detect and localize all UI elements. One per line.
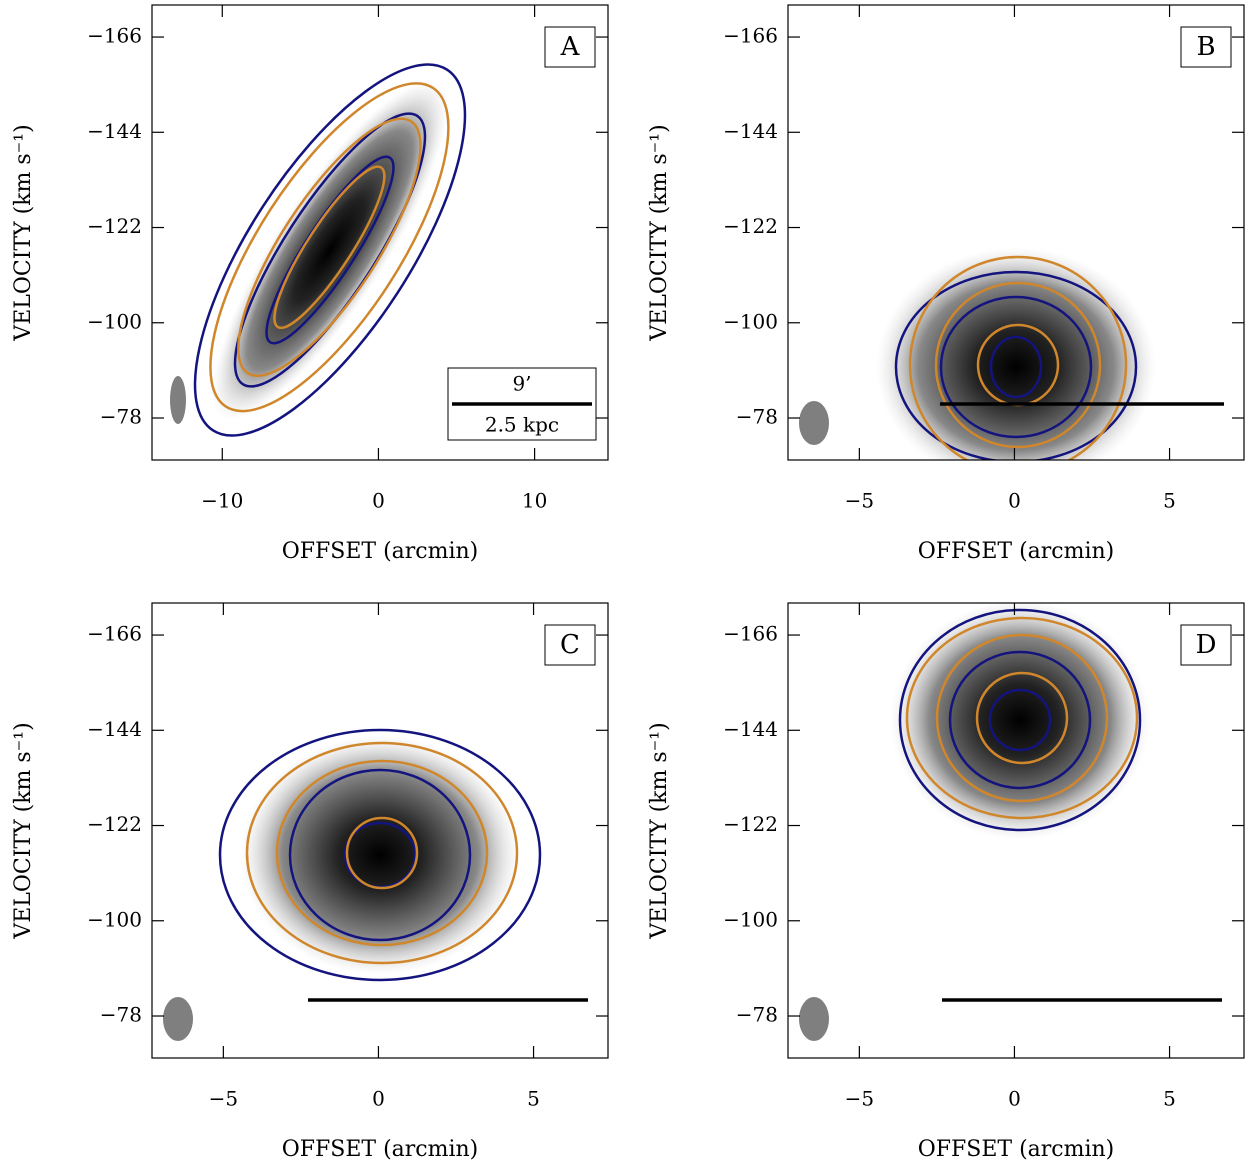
y-tick-label: −78 — [100, 405, 142, 429]
x-axis-label: OFFSET (arcmin) — [282, 539, 479, 564]
x-tick-label: −5 — [845, 489, 874, 513]
panel: A9’2.5 kpc−10 0 10−166−144−122−100−78OFFSE… — [11, 4, 609, 564]
y-axis-label: VELOCITY (km s⁻¹) — [11, 722, 36, 939]
contour-orange — [908, 255, 1128, 460]
y-tick-label: −122 — [723, 214, 778, 238]
y-tick-label: −122 — [87, 214, 142, 238]
y-tick-label: −78 — [100, 1003, 142, 1027]
y-tick-label: −78 — [736, 1003, 778, 1027]
y-axis-label: VELOCITY (km s⁻¹) — [647, 124, 672, 341]
panel-label-box — [544, 624, 596, 666]
beam — [799, 997, 829, 1041]
y-tick-label: −144 — [87, 119, 142, 143]
image-area — [163, 728, 588, 1041]
panel-label-box — [1180, 624, 1232, 666]
contour-orange — [237, 117, 422, 377]
contour-orange — [935, 633, 1109, 803]
y-axis-label: VELOCITY (km s⁻¹) — [11, 124, 36, 341]
panel-label-box — [1180, 26, 1232, 68]
x-tick-label: −10 — [201, 489, 243, 513]
contour-navy — [939, 295, 1093, 439]
image-area — [799, 247, 1224, 460]
beam — [170, 376, 186, 424]
contour-navy — [288, 768, 472, 942]
x-tick-label: −5 — [845, 1087, 874, 1111]
panel-label: C — [560, 630, 580, 660]
frame — [151, 4, 609, 461]
contour-orange — [209, 82, 450, 413]
frame — [787, 602, 1245, 1059]
y-tick-label: −144 — [87, 717, 142, 741]
y-tick-label: −78 — [736, 405, 778, 429]
contour-orange — [934, 281, 1102, 449]
x-axis-label: OFFSET (arcmin) — [918, 1137, 1115, 1162]
contour-navy — [218, 728, 542, 982]
contour-navy — [948, 650, 1092, 790]
contour-navy — [898, 608, 1142, 832]
x-tick-label: 0 — [1008, 489, 1021, 513]
image-area — [170, 63, 467, 437]
contour-orange — [275, 759, 489, 947]
emission — [240, 735, 520, 975]
contour-navy — [193, 63, 467, 437]
contour-navy — [894, 270, 1138, 460]
frame — [151, 602, 609, 1059]
emission — [211, 79, 449, 421]
x-axis-label: OFFSET (arcmin) — [282, 1137, 479, 1162]
x-tick-label: −5 — [209, 1087, 238, 1111]
y-tick-label: −100 — [723, 309, 778, 333]
x-tick-label: 10 — [522, 489, 547, 513]
frame — [787, 4, 1245, 461]
y-tick-label: −100 — [723, 907, 778, 931]
beam — [799, 401, 829, 445]
scale-label: 9’ — [512, 372, 531, 396]
y-axis-label: VELOCITY (km s⁻¹) — [647, 722, 672, 939]
panel-label: B — [1196, 32, 1215, 62]
panel-label-box — [544, 26, 596, 68]
panel: C −5 0 5 −166 −144 −122 −100 −78 OFFSET (arcmin) V… — [11, 602, 609, 1162]
y-tick-label: −166 — [87, 622, 142, 646]
y-tick-label: −100 — [87, 309, 142, 333]
x-tick-label: 0 — [372, 489, 385, 513]
contour-orange — [273, 165, 386, 330]
x-tick-label: 0 — [372, 1087, 385, 1111]
x-tick-label: 0 — [1008, 1087, 1021, 1111]
contour-navy — [989, 335, 1043, 399]
panel-label: A — [560, 32, 581, 62]
x-tick-label: 5 — [527, 1087, 540, 1111]
y-tick-label: −122 — [87, 812, 142, 836]
y-tick-label: −166 — [87, 24, 142, 48]
x-axis-label: OFFSET (arcmin) — [918, 539, 1115, 564]
y-tick-label: −166 — [723, 24, 778, 48]
contour-navy — [988, 688, 1052, 752]
scale-label: 2.5 kpc — [485, 413, 559, 437]
x-tick-label: 5 — [1163, 489, 1176, 513]
image-area — [799, 603, 1222, 1041]
contour-orange — [345, 816, 419, 890]
contour-orange — [245, 741, 519, 965]
contour-orange — [905, 616, 1139, 820]
panel: B −5 0 5 −166 −144 −122 −100 −78 OFFSET (arcmin) V… — [647, 4, 1245, 564]
x-tick-label: 5 — [1163, 1087, 1176, 1111]
panel: D −5 0 5 −166 −144 −122 −100 −78 OFFSET (arcmin) V… — [647, 602, 1245, 1162]
panel-label: D — [1196, 630, 1217, 660]
y-tick-label: −100 — [87, 907, 142, 931]
y-tick-label: −166 — [723, 622, 778, 646]
y-tick-label: −144 — [723, 717, 778, 741]
y-tick-label: −122 — [723, 812, 778, 836]
contour-orange — [975, 671, 1069, 765]
beam — [163, 997, 193, 1041]
y-tick-label: −144 — [723, 119, 778, 143]
